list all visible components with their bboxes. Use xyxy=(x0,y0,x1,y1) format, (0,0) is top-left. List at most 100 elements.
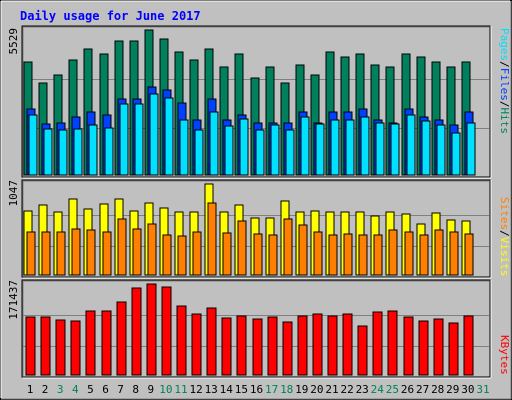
bar-sites-day-26 xyxy=(404,231,414,276)
bar-sites-day-2 xyxy=(41,231,51,276)
day-label-20: 20 xyxy=(310,383,323,396)
legend-separator: / xyxy=(498,101,511,108)
bar-sites-day-16 xyxy=(253,233,263,276)
bar-kbytes-day-4 xyxy=(70,320,81,376)
bar-sites-day-19 xyxy=(298,224,308,276)
bar-pages-day-11 xyxy=(179,119,189,176)
bar-sites-day-30 xyxy=(464,233,474,276)
bar-kbytes-day-18 xyxy=(282,321,293,376)
bar-sites-day-23 xyxy=(358,234,368,276)
bar-pages-day-29 xyxy=(451,132,461,176)
bar-pages-day-10 xyxy=(164,97,174,176)
bar-pages-day-15 xyxy=(239,118,249,176)
day-label-12: 12 xyxy=(189,383,202,396)
legend-pages: Pages xyxy=(498,28,511,61)
bar-pages-day-28 xyxy=(436,124,446,176)
bar-kbytes-day-13 xyxy=(206,307,217,376)
bar-sites-day-5 xyxy=(86,229,96,276)
bar-kbytes-day-21 xyxy=(327,315,338,376)
bar-pages-day-13 xyxy=(209,111,219,176)
chart-title: Daily usage for June 2017 xyxy=(20,9,201,23)
bar-kbytes-day-7 xyxy=(116,301,127,376)
day-label-1: 1 xyxy=(27,383,34,396)
day-label-28: 28 xyxy=(431,383,444,396)
bar-sites-day-10 xyxy=(162,234,172,276)
bar-sites-day-24 xyxy=(373,234,383,276)
day-label-18: 18 xyxy=(280,383,293,396)
bar-pages-day-19 xyxy=(300,116,310,176)
bar-kbytes-day-30 xyxy=(463,315,474,376)
bar-pages-day-20 xyxy=(315,123,325,176)
day-label-16: 16 xyxy=(250,383,263,396)
bar-kbytes-day-20 xyxy=(312,313,323,376)
legend-kbytes: KBytes xyxy=(498,335,511,375)
day-label-19: 19 xyxy=(295,383,308,396)
day-label-31: 31 xyxy=(476,383,489,396)
legend-separator: / xyxy=(498,230,511,237)
bar-pages-day-30 xyxy=(466,122,476,176)
bar-sites-day-28 xyxy=(434,229,444,276)
day-label-17: 17 xyxy=(265,383,278,396)
bar-sites-day-14 xyxy=(222,232,232,276)
day-label-30: 30 xyxy=(461,383,474,396)
legend-visits: Visits xyxy=(498,237,511,277)
bar-sites-day-29 xyxy=(449,231,459,276)
day-label-3: 3 xyxy=(57,383,64,396)
bar-kbytes-day-17 xyxy=(267,316,278,376)
day-label-21: 21 xyxy=(325,383,338,396)
day-label-4: 4 xyxy=(72,383,79,396)
bar-kbytes-day-12 xyxy=(191,313,202,376)
day-label-14: 14 xyxy=(220,383,234,396)
bar-pages-day-14 xyxy=(224,125,234,176)
day-labels: 1 2 3 4 5 6 7 8 9 10 11 12 13 14 15 16 17 18 19 20 21 22 23 24 2… xyxy=(27,383,490,396)
bar-pages-day-25 xyxy=(390,123,400,176)
day-label-29: 29 xyxy=(446,383,459,396)
bar-pages-day-2 xyxy=(43,128,53,176)
bar-sites-day-18 xyxy=(283,218,293,276)
chart-bars xyxy=(23,29,476,376)
bar-kbytes-day-23 xyxy=(357,325,368,376)
bar-pages-day-5 xyxy=(88,124,98,176)
axis-max-hits: 5529 xyxy=(7,28,20,55)
bar-kbytes-day-16 xyxy=(252,318,263,376)
legend-hits: Hits xyxy=(498,108,511,135)
bar-kbytes-day-11 xyxy=(176,305,187,376)
bar-sites-day-7 xyxy=(117,218,127,276)
bar-pages-day-9 xyxy=(149,93,159,176)
bar-pages-day-27 xyxy=(421,120,431,176)
bar-pages-day-26 xyxy=(406,114,416,176)
bar-kbytes-day-10 xyxy=(161,286,172,376)
legend-kbytes-label: KBytes xyxy=(498,335,511,375)
legend-files: Files xyxy=(498,68,511,101)
bar-sites-day-17 xyxy=(268,234,278,276)
bar-sites-day-20 xyxy=(313,231,323,276)
bar-pages-day-21 xyxy=(330,119,340,176)
bar-sites-day-21 xyxy=(328,234,338,276)
day-label-2: 2 xyxy=(42,383,49,396)
bar-kbytes-day-26 xyxy=(403,316,414,376)
day-label-10: 10 xyxy=(159,383,172,396)
day-label-13: 13 xyxy=(205,383,218,396)
legend-visits-sites: Sites/Visits xyxy=(498,197,511,277)
bar-pages-day-6 xyxy=(104,127,114,176)
bar-pages-day-22 xyxy=(345,119,355,176)
bar-pages-day-7 xyxy=(119,103,129,176)
bar-kbytes-day-25 xyxy=(387,310,398,376)
bar-sites-day-6 xyxy=(102,231,112,276)
bar-kbytes-day-28 xyxy=(433,318,444,376)
bar-sites-day-9 xyxy=(147,223,157,276)
bar-kbytes-day-8 xyxy=(131,287,142,376)
day-label-11: 11 xyxy=(174,383,187,396)
bar-sites-day-13 xyxy=(207,202,217,276)
bar-kbytes-day-3 xyxy=(55,319,66,376)
bar-kbytes-day-6 xyxy=(101,310,112,376)
axis-max-kbytes: 171437 xyxy=(7,280,20,320)
day-label-24: 24 xyxy=(371,383,385,396)
bar-sites-day-25 xyxy=(388,229,398,276)
day-label-8: 8 xyxy=(132,383,139,396)
bar-pages-day-24 xyxy=(375,122,385,176)
bar-kbytes-day-2 xyxy=(40,316,51,376)
bar-sites-day-22 xyxy=(343,233,353,276)
bar-pages-day-3 xyxy=(58,129,68,176)
